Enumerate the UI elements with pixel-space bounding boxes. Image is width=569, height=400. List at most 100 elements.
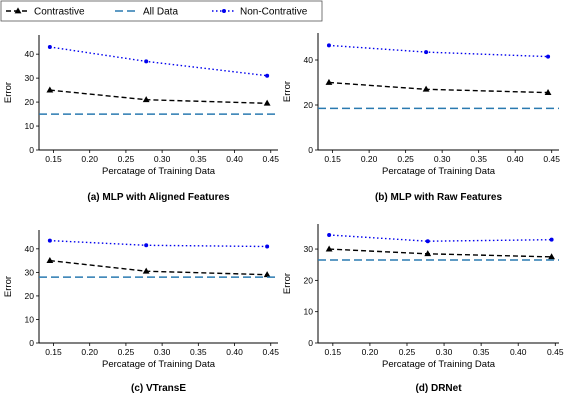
data-point <box>46 257 54 264</box>
y-tick-label: 0 <box>308 145 313 155</box>
x-tick-label: 0.15 <box>45 154 62 164</box>
x-tick-label: 0.20 <box>81 347 98 357</box>
data-point <box>425 239 430 244</box>
data-point <box>47 238 52 243</box>
legend-item-all-data: All Data <box>115 7 178 18</box>
data-point <box>549 237 554 242</box>
y-tick-label: 10 <box>25 314 35 324</box>
x-tick-label: 0.20 <box>81 154 98 164</box>
data-point <box>142 267 150 274</box>
legend-label: All Data <box>143 7 178 18</box>
y-tick-label: 40 <box>304 55 314 65</box>
y-tick-label: 20 <box>25 97 35 107</box>
y-tick-label: 10 <box>304 307 314 317</box>
x-tick-label: 0.15 <box>45 347 62 357</box>
x-tick-label: 0.15 <box>325 347 342 357</box>
data-point <box>46 86 54 93</box>
legend-label: Non-Contrative <box>240 7 308 18</box>
chart-panel-a: 0.15 0.20 0.25 0.30 0.35 0.40 0.45 0 10 20 30 40 Per… <box>3 35 279 203</box>
panel-caption: (c) VTransE <box>131 383 186 394</box>
x-tick-label: 0.45 <box>262 154 279 164</box>
x-tick-label: 0.30 <box>434 154 451 164</box>
y-tick-label: 20 <box>25 291 35 301</box>
x-tick-label: 0.35 <box>190 347 207 357</box>
data-point <box>422 85 430 92</box>
chart-panel-c: 0.15 0.20 0.25 0.30 0.35 0.40 0.45 0 10 20 30 40 Per… <box>3 230 279 394</box>
x-tick-label: 0.40 <box>226 154 243 164</box>
y-tick-label: 0 <box>29 338 34 348</box>
data-point <box>144 243 149 248</box>
y-tick-label: 20 <box>304 275 314 285</box>
data-point <box>265 73 270 78</box>
x-axis-label: Percatage of Training Data <box>102 166 216 177</box>
x-tick-label: 0.25 <box>397 154 414 164</box>
data-point <box>548 253 555 260</box>
data-point <box>142 96 150 103</box>
data-point <box>47 44 52 49</box>
y-tick-label: 40 <box>25 244 35 254</box>
legend-frame <box>0 0 323 22</box>
x-tick-label: 0.25 <box>399 347 416 357</box>
series-line <box>49 239 268 248</box>
y-tick-label: 30 <box>304 244 314 254</box>
y-tick-label: 0 <box>308 338 313 348</box>
x-tick-label: 0.20 <box>361 154 378 164</box>
x-axis-label: Percatage of Training Data <box>382 359 496 370</box>
series-non-contrative <box>327 232 554 244</box>
data-point <box>263 271 271 278</box>
y-tick-label: 20 <box>304 100 314 110</box>
data-point <box>326 43 331 48</box>
data-point <box>544 89 552 96</box>
x-tick-label: 0.35 <box>470 154 487 164</box>
x-tick-label: 0.40 <box>507 154 524 164</box>
y-axis-label: Error <box>3 276 14 297</box>
y-axis-label: Error <box>282 81 293 102</box>
legend-label: Contrastive <box>34 7 85 18</box>
x-tick-label: 0.25 <box>118 347 135 357</box>
y-tick-label: 30 <box>25 267 35 277</box>
x-tick-label: 0.25 <box>118 154 135 164</box>
data-point <box>263 99 271 106</box>
x-tick-label: 0.40 <box>226 347 243 357</box>
series-line <box>49 46 268 77</box>
series-line <box>328 44 549 58</box>
y-tick-label: 0 <box>29 145 34 155</box>
x-tick-label: 0.30 <box>436 347 453 357</box>
data-point <box>144 59 149 64</box>
series-non-contrative <box>47 44 270 78</box>
legend-item-non-contrative: Non-Contrative <box>212 7 308 18</box>
legend-swatch-marker <box>14 7 22 14</box>
chart-panel-b: 0.15 0.20 0.25 0.30 0.35 0.40 0.45 0 20 40 Percata… <box>282 33 560 203</box>
x-tick-label: 0.35 <box>190 154 207 164</box>
data-point <box>325 245 333 252</box>
x-tick-label: 0.45 <box>543 154 560 164</box>
chart-panel-d: 0.15 0.20 0.25 0.30 0.35 0.40 0.45 0 10 20 30 Perca… <box>282 224 564 394</box>
chart-panels: 0.15 0.20 0.25 0.30 0.35 0.40 0.45 0 10 20 30 40 Per… <box>3 33 564 394</box>
y-axis-label: Error <box>3 82 14 103</box>
x-tick-label: 0.35 <box>473 347 490 357</box>
x-tick-label: 0.40 <box>510 347 527 357</box>
series-contrastive <box>46 257 271 278</box>
y-tick-label: 10 <box>25 121 35 131</box>
series-line <box>49 259 268 276</box>
series-line <box>328 81 549 94</box>
x-tick-label: 0.45 <box>262 347 279 357</box>
data-point <box>325 78 333 85</box>
data-point <box>424 250 432 257</box>
data-point <box>546 54 551 59</box>
legend: Contrastive All Data Non-Contrative <box>0 0 323 22</box>
legend-item-contrastive: Contrastive <box>6 7 85 18</box>
y-axis-label: Error <box>282 273 293 294</box>
x-tick-label: 0.20 <box>362 347 379 357</box>
data-point <box>424 50 429 55</box>
data-point <box>265 244 270 249</box>
series-line <box>49 89 268 104</box>
panel-caption: (a) MLP with Aligned Features <box>87 192 230 203</box>
series-non-contrative <box>47 238 270 249</box>
x-tick-label: 0.30 <box>154 154 171 164</box>
x-tick-label: 0.30 <box>154 347 171 357</box>
data-point <box>327 232 332 237</box>
panel-caption: (d) DRNet <box>415 383 462 394</box>
legend-swatch-marker <box>222 9 226 13</box>
